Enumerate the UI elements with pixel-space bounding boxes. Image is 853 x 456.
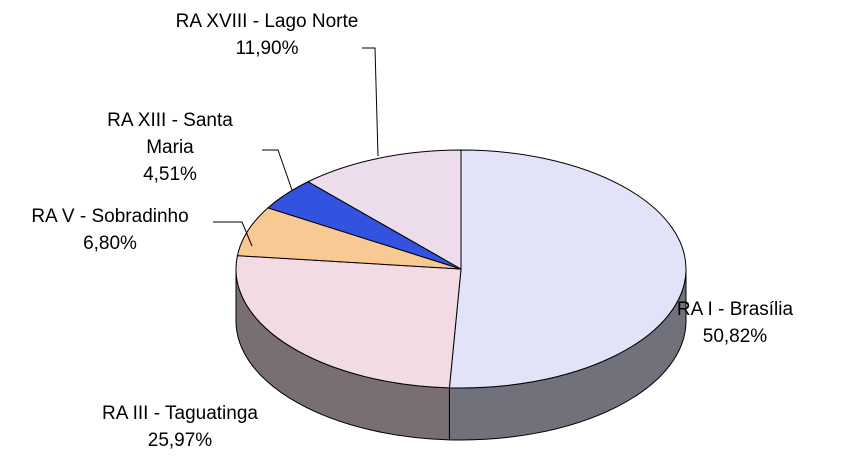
category-name: RA I - Brasília [676, 299, 794, 320]
slice-label: RA XIII - Santa Maria 4,51% [83, 107, 258, 188]
value-label: 25,97% [147, 430, 213, 451]
value-label: 50,82% [702, 326, 768, 347]
pie-slice [448, 149, 687, 389]
slice-label: RA I - Brasília 50,82% [635, 296, 835, 350]
category-name: RA XVIII - Lago Norte [175, 11, 359, 32]
pie-slice [306, 149, 462, 270]
category-name: RA V - Sobradinho [31, 206, 189, 227]
slice-label: RA III - Taguatinga 25,97% [50, 400, 310, 454]
value-label: 11,90% [235, 38, 299, 59]
value-label: 6,80% [83, 233, 137, 254]
slice-label: RA V - Sobradinho 6,80% [0, 203, 230, 257]
pie-slice [235, 255, 462, 389]
slice-label: RA XVIII - Lago Norte 11,90% [172, 8, 362, 62]
leader-line [262, 149, 293, 191]
leader-line [362, 47, 379, 157]
category-name: RA III - Taguatinga [102, 403, 258, 424]
value-label: 4,51% [143, 164, 197, 185]
category-name: RA XIII - Santa Maria [107, 110, 233, 158]
leader-line [213, 221, 253, 247]
